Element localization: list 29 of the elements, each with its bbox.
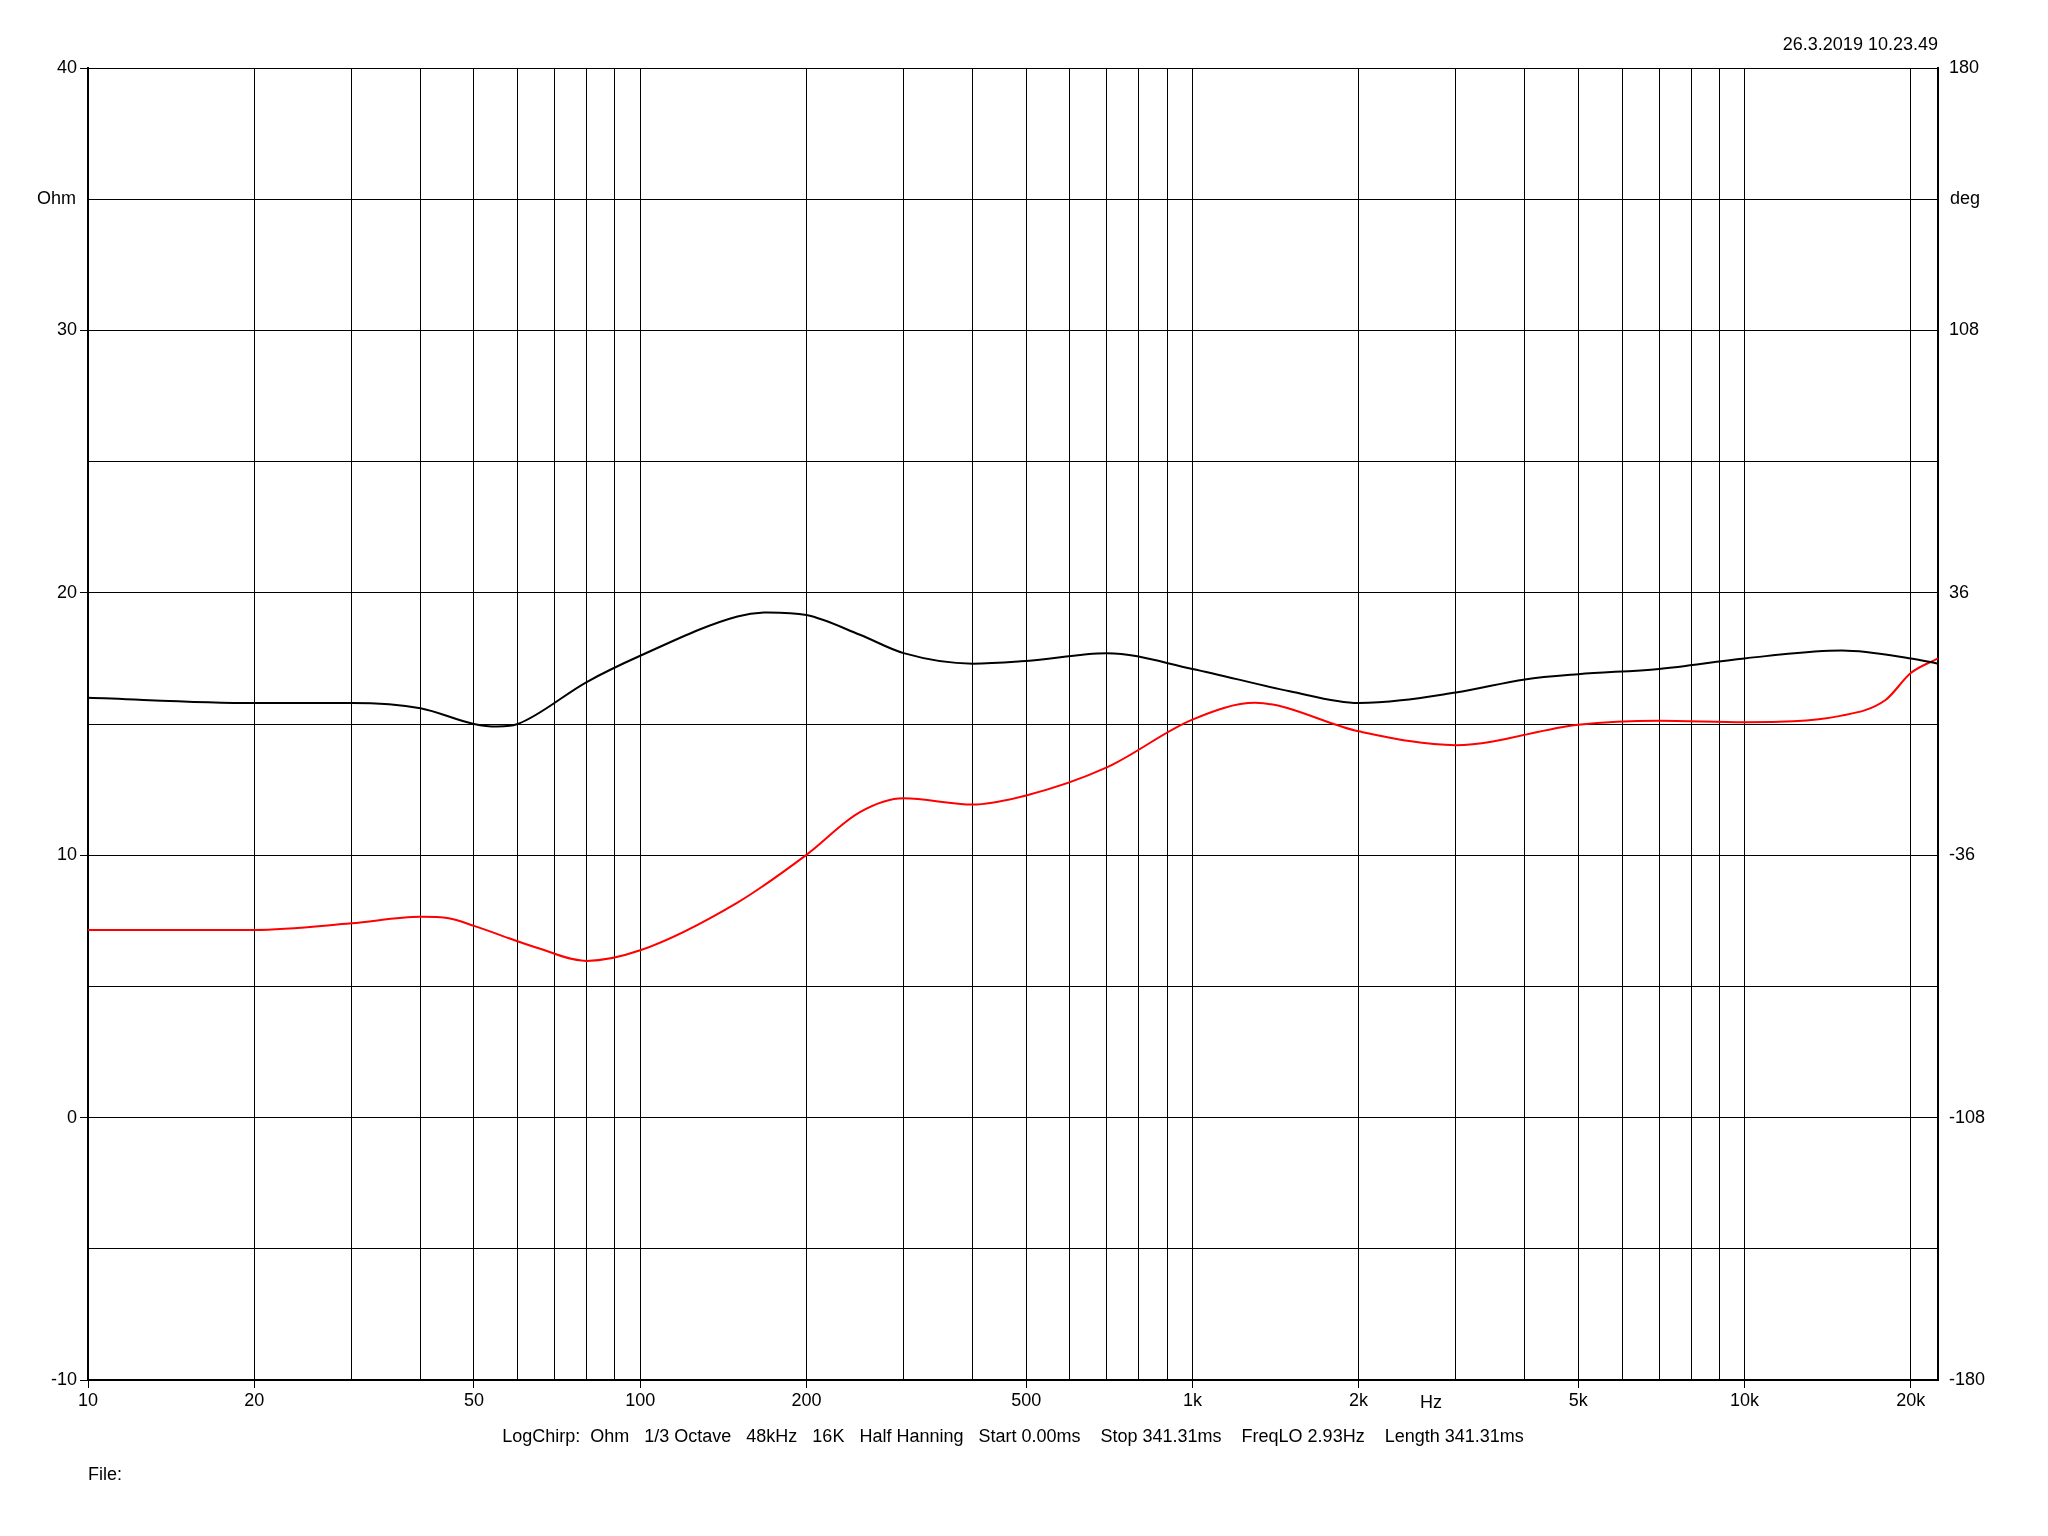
x-tick-label: 1k: [1182, 1389, 1203, 1410]
y-axis-title: Ohm: [37, 188, 77, 209]
x-tick-label: 20k: [1896, 1389, 1927, 1410]
text: File:: [88, 1463, 123, 1484]
y2-axis-title: deg: [1949, 188, 1981, 209]
x-axis-title: Hz: [1420, 1391, 1443, 1412]
x-tick-label: 5k: [1568, 1389, 1589, 1410]
y2-tick-label: -108: [1948, 1106, 1985, 1127]
x-tick-label: 2k: [1349, 1389, 1370, 1410]
text: 26.3.2019 10.23.49: [1782, 33, 1938, 54]
y-tick-label: 30: [56, 319, 78, 340]
x-tick-label: 100: [625, 1389, 656, 1410]
x-tick-label: 50: [463, 1389, 484, 1410]
y2-tick-label: -36: [1948, 844, 1975, 865]
text: LogChirp: Ohm 1/3 Octave 48kHz 16K Half Hanning Start 0.00ms Stop 341.31ms FreqLO 2.93Hz Length 341.31ms: [502, 1425, 1524, 1446]
y-tick-label: 40: [56, 56, 78, 77]
y2-tick-label: -180: [1948, 1368, 1985, 1389]
y2-tick-label: 180: [1948, 56, 1980, 77]
y-tick-label: 10: [56, 844, 78, 865]
x-tick-label: 10k: [1730, 1389, 1761, 1410]
y2-tick-label: 36: [1948, 581, 1969, 602]
x-tick-label: 20: [244, 1389, 265, 1410]
x-tick-label: 500: [1011, 1389, 1042, 1410]
y-tick-label: -10: [51, 1368, 78, 1389]
y-tick-label: 0: [67, 1106, 78, 1127]
x-tick-label: 200: [791, 1389, 822, 1410]
y2-tick-label: 108: [1948, 319, 1980, 340]
y-tick-label: 20: [56, 581, 78, 602]
x-tick-label: 10: [78, 1389, 99, 1410]
